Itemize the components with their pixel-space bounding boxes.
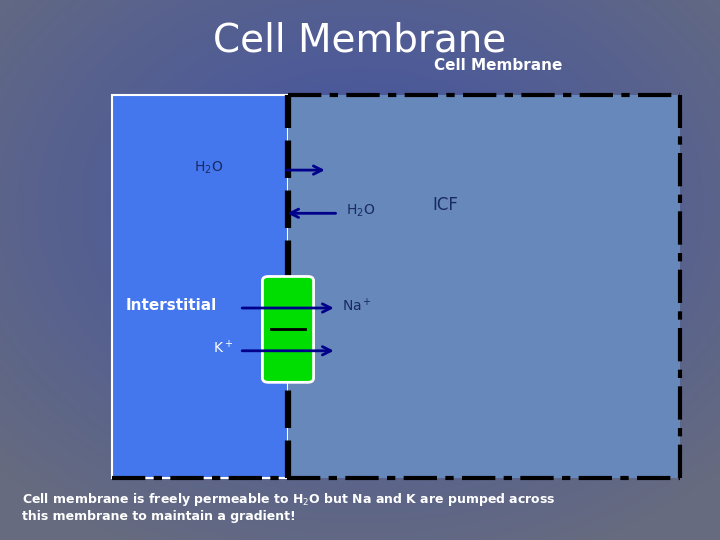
- Text: H$_2$O: H$_2$O: [194, 159, 223, 176]
- Bar: [288, 94, 680, 478]
- Text: K$^+$: K$^+$: [213, 340, 233, 357]
- Text: ICF: ICF: [432, 196, 458, 214]
- Text: Na$^+$: Na$^+$: [343, 296, 372, 314]
- Text: H$_2$O: H$_2$O: [346, 202, 375, 219]
- Text: Cell Membrane: Cell Membrane: [434, 58, 563, 73]
- Text: Interstitial: Interstitial: [126, 298, 217, 313]
- FancyBboxPatch shape: [262, 276, 314, 382]
- Text: Cell Membrane: Cell Membrane: [213, 22, 507, 59]
- Bar: [112, 94, 288, 478]
- Text: Cell membrane is freely permeable to H$_2$O but Na and K are pumped across
this : Cell membrane is freely permeable to H$_…: [22, 491, 555, 523]
